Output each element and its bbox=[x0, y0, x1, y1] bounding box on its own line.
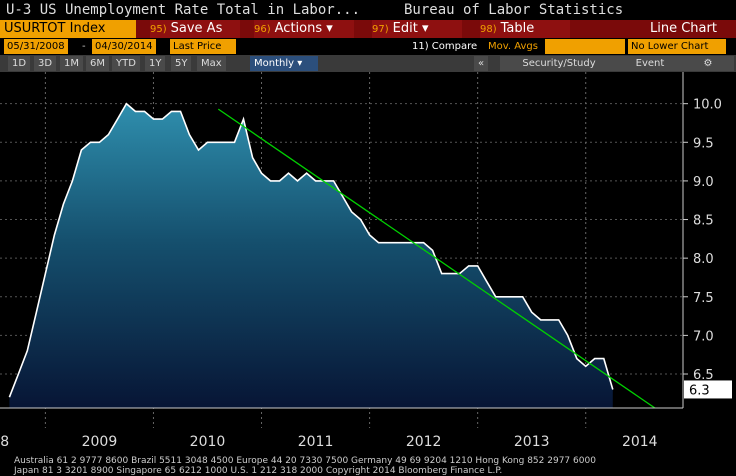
last-value-box bbox=[684, 380, 732, 399]
x-tick-label: 2012 bbox=[406, 434, 442, 450]
period-button[interactable]: 1D bbox=[8, 56, 31, 71]
toolbar-button[interactable]: 97) Edit ▾ bbox=[372, 20, 462, 39]
mov-avgs[interactable]: Mov. Avgs bbox=[488, 41, 538, 52]
trend-line bbox=[217, 108, 656, 408]
button-label: Edit ▾ bbox=[392, 21, 429, 36]
end-date[interactable]: 04/30/2014 bbox=[92, 39, 156, 54]
title-bar: U-3 US Unemployment Rate Total in Labor.… bbox=[0, 0, 736, 20]
button-key: 98) bbox=[480, 24, 497, 35]
blank-field bbox=[545, 39, 625, 54]
period-button[interactable]: 5Y bbox=[171, 56, 192, 71]
button-label: Table bbox=[500, 21, 535, 36]
data-line bbox=[8, 102, 614, 398]
x-tick-label: 2014 bbox=[622, 434, 658, 450]
ticker[interactable]: USURTOT Index bbox=[0, 20, 136, 38]
y-tick-label: 7.0 bbox=[693, 329, 714, 344]
lower-chart[interactable]: No Lower Chart bbox=[628, 39, 726, 54]
start-date[interactable]: 05/31/2008 bbox=[4, 39, 68, 54]
compare[interactable]: 11) Compare bbox=[412, 41, 478, 52]
security-title: U-3 US Unemployment Rate Total in Labor.… bbox=[6, 2, 361, 18]
y-tick-label: 8.5 bbox=[693, 214, 714, 229]
toolbar-button[interactable]: 96) Actions ▾ bbox=[254, 20, 354, 39]
x-tick-label: 2008 bbox=[0, 434, 9, 450]
x-tick-label: 2011 bbox=[298, 434, 334, 450]
field[interactable]: Last Price bbox=[170, 39, 236, 54]
y-tick-label: 8.0 bbox=[693, 252, 714, 267]
source: Bureau of Labor Statistics bbox=[404, 2, 624, 18]
toolbar: USURTOT Index 95) Save As 96) Actions ▾ 97) E… bbox=[0, 20, 736, 39]
footer: Australia 61 2 9777 8600 Brazil 5511 304… bbox=[0, 455, 736, 476]
y-tick-label: 6.5 bbox=[693, 368, 714, 383]
period-button[interactable]: 1M bbox=[60, 56, 83, 71]
date-separator: - bbox=[82, 41, 86, 52]
area bbox=[9, 103, 613, 408]
toolbar-button[interactable]: 95) Save As bbox=[150, 20, 240, 39]
button-key: 96) bbox=[254, 24, 271, 35]
y-tick-label: 9.5 bbox=[693, 136, 714, 151]
footer-line: Japan 81 3 3201 8900 Singapore 65 6212 1… bbox=[14, 466, 503, 476]
footer-line: Australia 61 2 9777 8600 Brazil 5511 304… bbox=[14, 456, 596, 466]
frequency[interactable]: Monthly ▾ bbox=[250, 56, 318, 71]
y-tick-label: 7.5 bbox=[693, 291, 714, 306]
chart-kind[interactable]: Line Chart bbox=[650, 21, 717, 36]
period-button[interactable]: 1Y bbox=[145, 56, 166, 71]
y-tick-label: 10.0 bbox=[693, 98, 722, 113]
y-tick-label: 9.0 bbox=[693, 175, 714, 190]
last-value-label: 6.3 bbox=[689, 383, 710, 398]
x-tick-label: 2010 bbox=[190, 434, 226, 450]
period-button[interactable]: 6M bbox=[86, 56, 109, 71]
chart: 6.5 7.0 7.5 8.0 8.5 9.0 9.5 10.0 2008 2009 2010 201… bbox=[0, 72, 732, 450]
button-label: Actions ▾ bbox=[274, 21, 333, 36]
x-tick-label: 2009 bbox=[82, 434, 118, 450]
button-key: 97) bbox=[372, 24, 389, 35]
period-button[interactable]: 3D bbox=[34, 56, 57, 71]
date-bar: 05/31/2008 - 04/30/2014 Last Price 11) C… bbox=[0, 38, 736, 55]
event[interactable]: Event bbox=[614, 56, 686, 71]
button-label: Save As bbox=[170, 21, 223, 36]
settings[interactable]: ⚙ bbox=[682, 56, 734, 71]
period-button[interactable]: YTD bbox=[112, 56, 140, 71]
x-tick-label: 2013 bbox=[514, 434, 550, 450]
toolbar-button[interactable]: 98) Table bbox=[480, 20, 570, 39]
period-button[interactable]: Max bbox=[197, 56, 226, 71]
security-study[interactable]: Security/Study bbox=[500, 56, 618, 71]
button-key: 95) bbox=[150, 24, 167, 35]
period-bar: 1D 3D 1M 6M YTD 1Y 5Y Max Monthly ▾ « Security/… bbox=[0, 55, 736, 72]
collapse[interactable]: « bbox=[474, 56, 489, 71]
